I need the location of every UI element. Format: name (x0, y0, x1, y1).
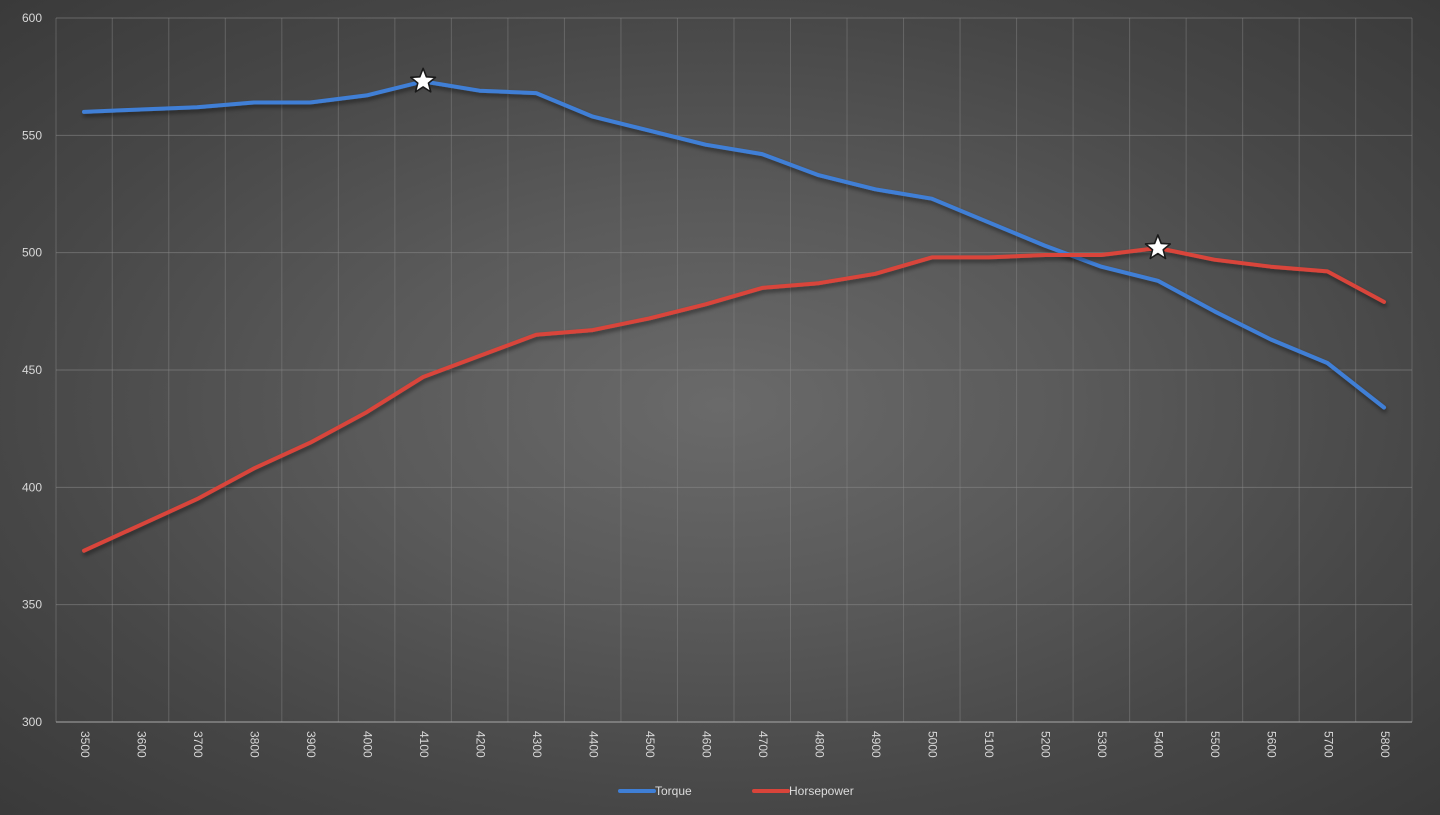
x-tick-label: 5800 (1378, 731, 1392, 758)
x-tick-label: 3600 (134, 731, 148, 758)
x-tick-label: 3700 (191, 731, 205, 758)
y-tick-label: 350 (22, 598, 42, 612)
y-tick-label: 500 (22, 246, 42, 260)
x-tick-label: 4700 (756, 731, 770, 758)
legend-label-torque: Torque (655, 784, 692, 798)
y-tick-label: 600 (22, 11, 42, 25)
x-tick-label: 4400 (587, 731, 601, 758)
y-tick-label: 400 (22, 480, 42, 494)
series-lines (82, 79, 1386, 553)
x-tick-label: 4500 (643, 731, 657, 758)
y-tick-label: 550 (22, 128, 42, 142)
x-tick-label: 4200 (473, 731, 487, 758)
peak-star-horsepower (1144, 234, 1172, 260)
series-line-torque (82, 79, 1386, 410)
legend-label-horsepower: Horsepower (789, 784, 854, 798)
x-tick-label: 4600 (700, 731, 714, 758)
x-tick-label: 5700 (1321, 731, 1335, 758)
x-tick-label: 5500 (1208, 731, 1222, 758)
x-tick-label: 4900 (869, 731, 883, 758)
x-tick-label: 4300 (530, 731, 544, 758)
series-line-horsepower (82, 246, 1386, 553)
x-tick-label: 3800 (247, 731, 261, 758)
legend: Torque Horsepower (618, 784, 854, 798)
x-tick-label: 5000 (926, 731, 940, 758)
x-tick-label: 3900 (304, 731, 318, 758)
x-tick-label: 5300 (1095, 731, 1109, 758)
x-tick-label: 4000 (360, 731, 374, 758)
x-tick-label: 3500 (78, 731, 92, 758)
y-tick-label: 300 (22, 715, 42, 729)
x-tick-label: 5100 (982, 731, 996, 758)
x-tick-label: 5400 (1152, 731, 1166, 758)
x-tick-label: 5200 (1039, 731, 1053, 758)
axes: 300 350 400 450 500 550 600 3500 3600 3700 3800 390… (22, 11, 1412, 758)
peak-star-torque (409, 67, 437, 93)
peak-markers (409, 67, 1172, 260)
grid (55, 17, 1413, 723)
x-tick-label: 4100 (417, 731, 431, 758)
y-tick-label: 450 (22, 363, 42, 377)
x-tick-label: 5600 (1265, 731, 1279, 758)
x-tick-label: 4800 (813, 731, 827, 758)
